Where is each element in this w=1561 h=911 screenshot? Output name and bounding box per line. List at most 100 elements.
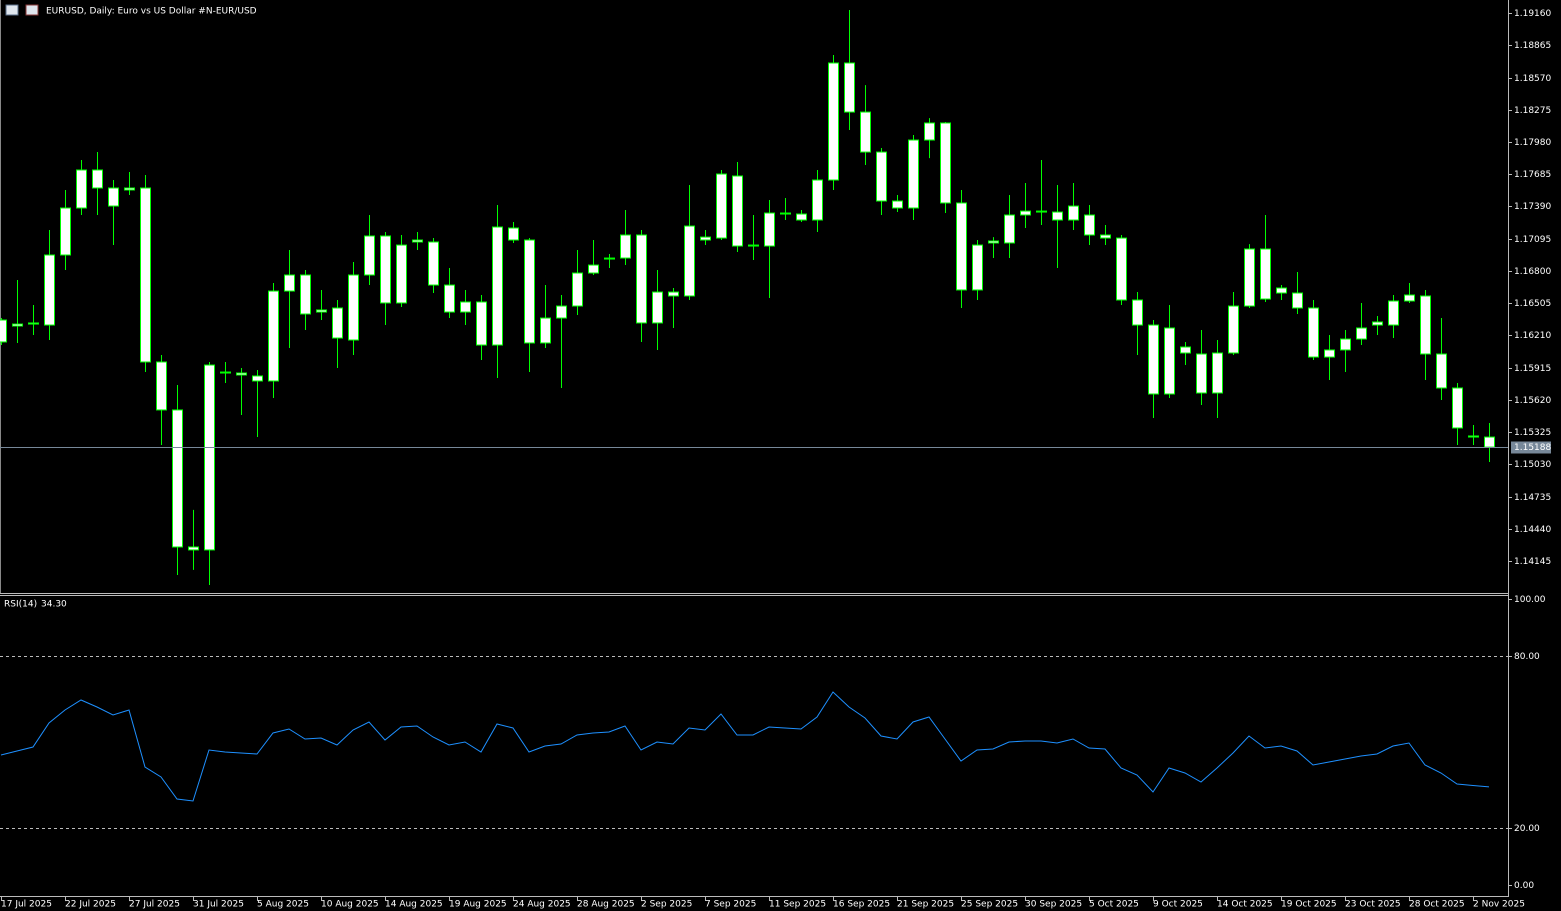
y-tick-label: 1.17390: [1514, 202, 1551, 212]
candle-body: [140, 187, 151, 363]
candle-body: [700, 236, 711, 241]
icon: [25, 4, 39, 16]
candle-body: [684, 225, 695, 297]
y-tick-label: 1.15030: [1514, 460, 1551, 470]
x-tick-label: 14 Oct 2025: [1217, 900, 1273, 910]
candle-body: [1468, 435, 1479, 438]
y-tick-label: 1.19160: [1514, 9, 1551, 19]
candle-body: [716, 173, 727, 239]
x-tick-label: 24 Aug 2025: [513, 900, 571, 910]
y-tick-label: 1.15915: [1514, 364, 1551, 374]
candle-body: [1388, 300, 1399, 326]
candle-body: [748, 244, 759, 247]
candle-body: [204, 364, 215, 551]
candle-body: [108, 187, 119, 207]
x-tick-label: 14 Aug 2025: [385, 900, 443, 910]
candle-body: [524, 239, 535, 344]
x-tick-label: 5 Aug 2025: [257, 900, 309, 910]
candle-body: [540, 317, 551, 344]
candle-body: [1116, 237, 1127, 301]
candle-body: [188, 546, 199, 551]
candle-body: [28, 322, 39, 325]
candle-body: [252, 375, 263, 382]
candle-body: [1196, 353, 1207, 394]
price-label-box: [1511, 441, 1551, 454]
y-tick-label: 20.00: [1514, 824, 1540, 834]
candle-body: [236, 372, 247, 376]
candle-body: [12, 323, 23, 327]
candle-body: [1068, 205, 1079, 221]
candle-body: [1452, 387, 1463, 429]
x-tick-label: 23 Oct 2025: [1345, 900, 1401, 910]
candle-body: [348, 274, 359, 341]
x-tick-label: 19 Aug 2025: [449, 900, 507, 910]
x-tick-label: 5 Oct 2025: [1089, 900, 1139, 910]
candle-body: [1020, 210, 1031, 216]
y-tick-label: 1.16210: [1514, 331, 1551, 341]
candle-body: [572, 272, 583, 307]
candle-body: [1180, 346, 1191, 354]
candle-body: [1084, 214, 1095, 236]
y-tick-label: 1.15325: [1514, 428, 1551, 438]
candle-body: [972, 244, 983, 291]
candle-body: [908, 139, 919, 209]
y-tick-label: 1.17095: [1514, 235, 1551, 245]
candle-body: [860, 111, 871, 153]
x-tick-label: 19 Oct 2025: [1281, 900, 1337, 910]
candle-body: [1228, 305, 1239, 354]
candle-body: [668, 291, 679, 297]
candle-body: [268, 290, 279, 382]
candle-body: [60, 207, 71, 256]
candle-body: [988, 240, 999, 244]
y-tick-label: 1.18275: [1514, 106, 1551, 116]
x-tick-label: 2 Nov 2025: [1473, 900, 1525, 910]
x-tick-label: 28 Oct 2025: [1409, 900, 1465, 910]
candle-body: [332, 307, 343, 339]
y-tick-label: 80.00: [1514, 652, 1540, 662]
candle-body: [1484, 436, 1495, 448]
candle-body: [636, 234, 647, 324]
y-tick-label: 100.00: [1514, 595, 1546, 605]
candle-body: [1404, 294, 1415, 302]
toolbar-icons: [5, 4, 39, 16]
candle-body: [1100, 234, 1111, 239]
chart-title: EURUSD, Daily: Euro vs US Dollar #N-EUR/…: [46, 7, 257, 17]
candle-body: [124, 187, 135, 191]
candle-body: [1212, 352, 1223, 394]
candle-body: [156, 361, 167, 411]
candle-body: [828, 62, 839, 181]
x-tick-label: 31 Jul 2025: [193, 900, 244, 910]
y-tick-label: 1.16505: [1514, 299, 1551, 309]
candle-body: [508, 227, 519, 241]
candle-body: [732, 175, 743, 247]
indicator-title: RSI(14): [4, 600, 37, 610]
candle-body: [1132, 299, 1143, 326]
candle-body: [428, 241, 439, 286]
candle-body: [1340, 338, 1351, 351]
candle-body: [1436, 353, 1447, 389]
candle-body: [1372, 321, 1383, 326]
y-tick-label: 0.00: [1514, 881, 1534, 891]
x-tick-label: 30 Sep 2025: [1025, 900, 1082, 910]
candle-body: [364, 235, 375, 276]
candle-body: [940, 122, 951, 204]
candle-body: [300, 274, 311, 315]
x-tick-label: 25 Sep 2025: [961, 900, 1018, 910]
candle-body: [796, 213, 807, 221]
candle-body: [444, 284, 455, 313]
candle-body: [492, 226, 503, 346]
candle-body: [1148, 324, 1159, 395]
candle-body: [220, 371, 231, 374]
candle-body: [1420, 295, 1431, 355]
candle-body: [620, 234, 631, 259]
candle-body: [556, 305, 567, 319]
candle-body: [652, 291, 663, 324]
y-tick-label: 1.14735: [1514, 493, 1551, 503]
candle-body: [1164, 327, 1175, 395]
candle-body: [780, 212, 791, 215]
y-tick-label: 1.18865: [1514, 41, 1551, 51]
y-tick-label: 1.17980: [1514, 138, 1551, 148]
candle-body: [380, 235, 391, 304]
